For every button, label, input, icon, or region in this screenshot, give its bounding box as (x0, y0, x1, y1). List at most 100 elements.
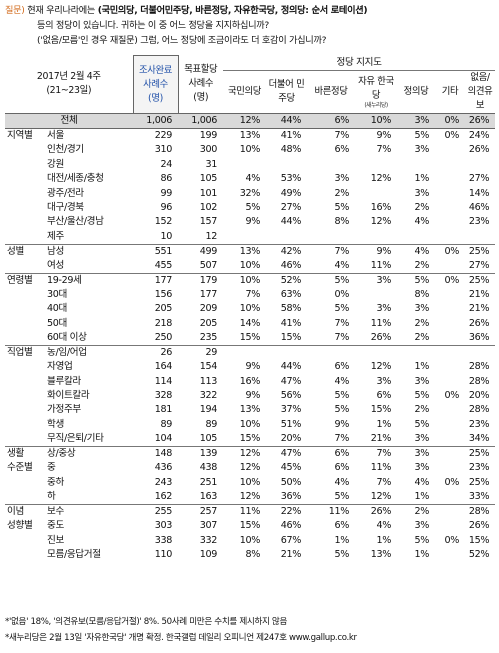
row-n-completed: 152 (154, 216, 173, 228)
row-cell-liberty-korea: 21% (370, 433, 392, 445)
row-cell-other (435, 186, 465, 200)
row-n-weighted: 209 (199, 303, 218, 315)
row-n-completed: 255 (133, 504, 178, 519)
row-cell-liberty-korea: 3% (376, 375, 391, 387)
row-cell-none: 28% (465, 504, 496, 519)
row-cell-people-party: 10% (239, 418, 261, 430)
row-cell-justice: 3% (414, 303, 429, 315)
row-n-weighted: 31 (205, 158, 217, 170)
table-row: 인천/경기 310 300 10% 48% 6% 7% 3% 26% (5, 143, 495, 157)
row-cell-other (435, 374, 465, 388)
table-row: 연령별 19-29세 177 179 10% 52% 5% 3% 5% 0% 25% (5, 272, 496, 288)
row-group-label: 성별 (5, 243, 43, 259)
row-cell-other (435, 201, 465, 215)
row-cell-democratic: 36% (280, 491, 302, 502)
table-row: 자영업 164 154 9% 44% 6% 12% 1% 28% (5, 360, 495, 374)
row-subgroup-label: 블루칼라 (47, 375, 81, 387)
row-n-weighted: 235 (199, 331, 218, 343)
row-cell-bareun: 6% (334, 361, 349, 373)
row-cell-people-party: 10% (239, 476, 261, 488)
row-cell-other (435, 230, 465, 245)
row-cell-bareun: 5% (334, 303, 349, 315)
row-subgroup-label: 부산/울산/경남 (47, 216, 104, 228)
row-subgroup-label: 여성 (47, 259, 64, 271)
row-cell-bareun: 4% (334, 476, 349, 488)
table-body: 지역별 서울 229 199 13% 41% 7% 9% 5% 0% 24% 인천/경기 310 300 1… (5, 129, 496, 563)
row-cell-justice (397, 344, 435, 360)
header-period-label: 2017년 2월 4주 (36, 71, 101, 83)
row-n-completed: 110 (154, 549, 173, 561)
table-row: 블루칼라 114 113 16% 47% 4% 3% 3% 28% (5, 374, 495, 388)
row-group-label (5, 432, 43, 447)
row-cell-other (435, 215, 465, 229)
table-row: 하 162 163 12% 36% 5% 12% 1% 33% (5, 490, 495, 505)
row-cell-other (435, 446, 465, 462)
row-cell-other: 0% (444, 390, 459, 402)
row-cell-none: 27% (468, 259, 490, 271)
row-cell-bareun: 5% (334, 201, 349, 213)
row-cell-liberty-korea: 9% (355, 243, 397, 259)
header-period-dates: (21~23일) (46, 85, 92, 97)
row-n-weighted: 194 (199, 404, 218, 416)
row-subgroup-label: 모름/응답거절 (47, 549, 101, 561)
question-block: 질문) 현재 우리나라에는 (국민의당, 더불어민주당, 바른정당, 자유한국당… (5, 3, 495, 48)
row-cell-justice: 3% (414, 433, 429, 445)
row-n-completed: 104 (154, 433, 173, 445)
row-cell-justice: 5% (414, 418, 429, 430)
row-cell-people-party (223, 344, 266, 360)
row-cell-liberty-korea: 12% (370, 491, 392, 502)
row-n-weighted: 113 (199, 375, 218, 387)
row-cell-justice: 5% (414, 534, 429, 546)
row-n-completed: 148 (133, 446, 178, 462)
row-n-weighted: 139 (178, 446, 223, 462)
row-n-weighted: 154 (199, 361, 218, 373)
row-cell-liberty-korea: 4% (376, 520, 391, 532)
row-group-label: 생활 (5, 446, 43, 462)
table-row: 부산/울산/경남 152 157 9% 44% 8% 12% 4% 23% (5, 215, 495, 229)
row-cell-bareun: 8% (334, 216, 349, 228)
row-cell-people-party (223, 157, 266, 171)
row-cell-none: 28% (468, 375, 490, 387)
row-n-weighted: 179 (178, 272, 223, 288)
row-cell-other (435, 519, 465, 533)
row-n-weighted: 29 (178, 344, 223, 360)
row-cell-bareun: 7% (334, 130, 349, 141)
row-group-label (5, 215, 43, 229)
row-cell-democratic: 47% (280, 375, 302, 387)
row-cell-bareun: 5% (334, 404, 349, 416)
total-justice: 3% (397, 113, 435, 129)
row-n-weighted: 322 (199, 390, 218, 402)
row-cell-other (435, 143, 465, 157)
row-cell-people-party: 9% (245, 361, 260, 373)
row-group-label (5, 288, 43, 302)
row-n-completed: 303 (154, 520, 173, 532)
row-cell-democratic: 37% (280, 404, 302, 416)
row-cell-democratic (266, 344, 307, 360)
row-cell-none: 52% (468, 549, 490, 561)
row-n-weighted: 332 (199, 534, 218, 546)
row-cell-people-party: 12% (239, 462, 261, 474)
row-n-weighted: 307 (199, 520, 218, 532)
row-cell-bareun (307, 157, 355, 171)
row-subgroup-label: 30대 (47, 288, 67, 300)
row-cell-bareun: 11% (307, 504, 355, 519)
row-cell-people-party: 15% (239, 520, 261, 532)
row-subgroup-label: 진보 (47, 534, 64, 546)
total-liberty-korea: 10% (355, 113, 397, 129)
question-line-3: ('없음/모름'인 경우 재질문) 그럼, 어느 정당에 조금이라도 더 호감이… (37, 35, 327, 46)
table-row: 생활 상/중상 148 139 12% 47% 6% 7% 3% 25% (5, 446, 496, 462)
row-n-completed: 229 (154, 130, 173, 141)
row-n-weighted: 105 (199, 433, 218, 445)
total-bareun: 6% (307, 113, 355, 129)
row-subgroup-label: 남성 (43, 243, 133, 259)
row-subgroup-label: 대전/세종/충청 (47, 173, 104, 185)
row-cell-people-party: 16% (239, 375, 261, 387)
row-cell-people-party: 32% (239, 187, 261, 199)
row-n-weighted: 109 (199, 549, 218, 561)
row-group-label: 연령별 (5, 272, 43, 288)
row-subgroup-label: 광주/전라 (47, 187, 84, 199)
row-cell-none: 15% (468, 534, 490, 546)
row-cell-democratic: 46% (280, 520, 302, 532)
total-label: 전체 (5, 113, 133, 129)
row-n-completed: 328 (154, 390, 173, 402)
